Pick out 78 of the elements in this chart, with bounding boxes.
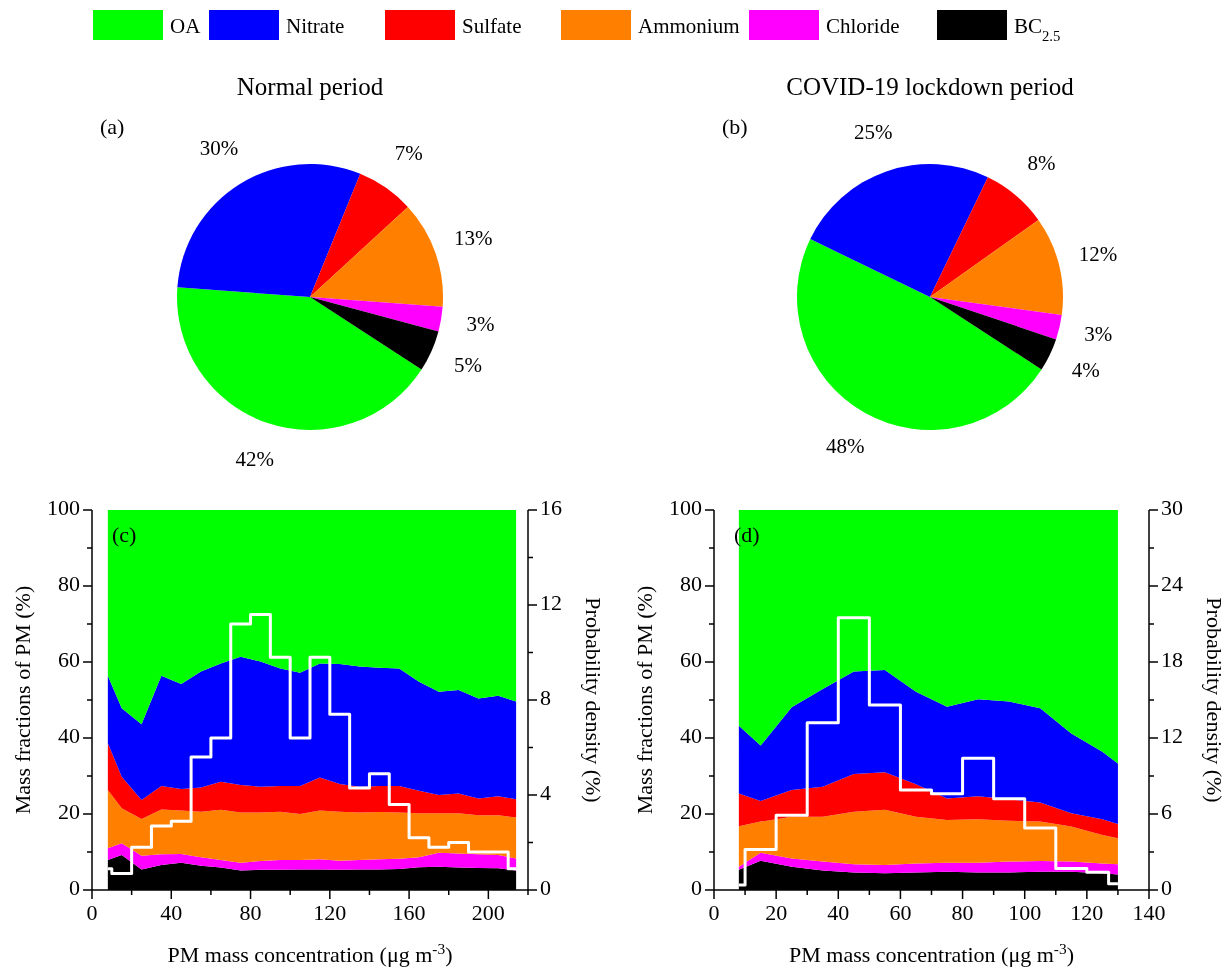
y-tick-label: 80 bbox=[58, 571, 80, 597]
data-label: 5% bbox=[453, 353, 482, 378]
x-tick-label: 100 bbox=[1008, 900, 1042, 925]
data-label: 48% bbox=[825, 433, 865, 458]
y-axis-title: Mass fractions of PM (%) bbox=[10, 585, 35, 815]
data-label: 4% bbox=[1071, 358, 1100, 383]
x-tick-label: 160 bbox=[392, 900, 426, 925]
pie-slice bbox=[797, 239, 1042, 430]
legend-label: Chloride bbox=[826, 14, 900, 38]
text: (b) bbox=[722, 114, 748, 139]
y-tick-label: 60 bbox=[58, 647, 80, 673]
legend-label: Ammonium bbox=[638, 14, 740, 38]
y-tick-label: 0 bbox=[69, 875, 80, 901]
chart-title: COVID-19 lockdown period bbox=[786, 73, 1075, 100]
y-tick-label: 40 bbox=[58, 723, 80, 749]
x-tick-label: 60 bbox=[889, 900, 912, 925]
annotation: (c) bbox=[112, 522, 137, 547]
y2-tick-label: 24 bbox=[1161, 571, 1183, 597]
y-axis-title: Mass fractions of PM (%) bbox=[632, 585, 657, 815]
pie-slice bbox=[177, 287, 422, 430]
legend-label: OA bbox=[170, 14, 202, 38]
data-label: 7% bbox=[394, 140, 423, 165]
data-label: 13% bbox=[454, 225, 493, 250]
x-axis-title: PM mass concentration (μg m$^{-3}$) bbox=[167, 939, 453, 967]
y2-axis-title: Probability density (%) bbox=[581, 597, 606, 803]
data-label: 3% bbox=[1084, 322, 1113, 347]
legend-label: Sulfate bbox=[462, 14, 522, 38]
pie-slice bbox=[310, 173, 408, 297]
x-tick-label: 20 bbox=[765, 900, 788, 925]
x-tick-label: 80 bbox=[239, 900, 262, 925]
x-tick-label: 200 bbox=[471, 900, 505, 925]
data-label: 42% bbox=[235, 446, 275, 471]
pie-slice bbox=[810, 164, 988, 297]
y2-tick-label: 18 bbox=[1161, 647, 1183, 673]
x-tick-label: 0 bbox=[86, 900, 98, 925]
data-label: 3% bbox=[466, 311, 495, 336]
y2-tick-label: 0 bbox=[540, 875, 551, 901]
y2-axis-title: Probability density (%) bbox=[1202, 597, 1224, 803]
pie-slice bbox=[930, 297, 1062, 340]
y2-tick-label: 0 bbox=[1161, 875, 1172, 901]
legend-label: Nitrate bbox=[286, 14, 345, 38]
pie-slice bbox=[310, 297, 439, 370]
x-tick-label: 80 bbox=[951, 900, 974, 925]
y-tick-label: 0 bbox=[691, 875, 702, 901]
y2-tick-label: 4 bbox=[540, 780, 551, 806]
y-tick-label: 40 bbox=[680, 723, 702, 749]
x-tick-label: 0 bbox=[708, 900, 720, 925]
y-tick-label: 60 bbox=[680, 647, 702, 673]
legend-label: BC$_{2.5}$ bbox=[1014, 14, 1061, 44]
x-tick-label: 40 bbox=[160, 900, 183, 925]
y2-tick-label: 30 bbox=[1161, 495, 1183, 521]
y2-tick-label: 12 bbox=[1161, 723, 1183, 749]
y-tick-label: 20 bbox=[680, 799, 702, 825]
y2-tick-label: 16 bbox=[540, 495, 562, 521]
y-tick-label: 20 bbox=[58, 799, 80, 825]
pie-slice bbox=[930, 219, 1063, 316]
x-tick-label: 120 bbox=[313, 900, 347, 925]
y2-tick-label: 12 bbox=[540, 590, 562, 616]
pie-slice bbox=[930, 297, 1057, 370]
x-tick-label: 120 bbox=[1070, 900, 1104, 925]
data-label: 12% bbox=[1078, 241, 1118, 266]
y2-tick-label: 6 bbox=[1161, 799, 1172, 825]
data-label: 30% bbox=[199, 135, 239, 160]
pie-slice bbox=[310, 297, 443, 332]
data-label: 25% bbox=[853, 119, 893, 144]
y-tick-label: 100 bbox=[47, 495, 80, 521]
y-tick-label: 80 bbox=[680, 571, 702, 597]
pie-slice bbox=[310, 206, 443, 307]
data-label: 8% bbox=[1027, 150, 1056, 175]
pie-slice bbox=[930, 177, 1039, 297]
x-tick-label: 140 bbox=[1132, 900, 1166, 925]
y2-tick-label: 8 bbox=[540, 685, 551, 711]
x-axis-title: PM mass concentration (μg m$^{-3}$) bbox=[789, 939, 1074, 967]
x-tick-label: 40 bbox=[827, 900, 850, 925]
pie-slice bbox=[177, 164, 361, 297]
text: (a) bbox=[100, 114, 125, 139]
text: Normal period bbox=[236, 73, 384, 100]
y-tick-label: 100 bbox=[669, 495, 702, 521]
